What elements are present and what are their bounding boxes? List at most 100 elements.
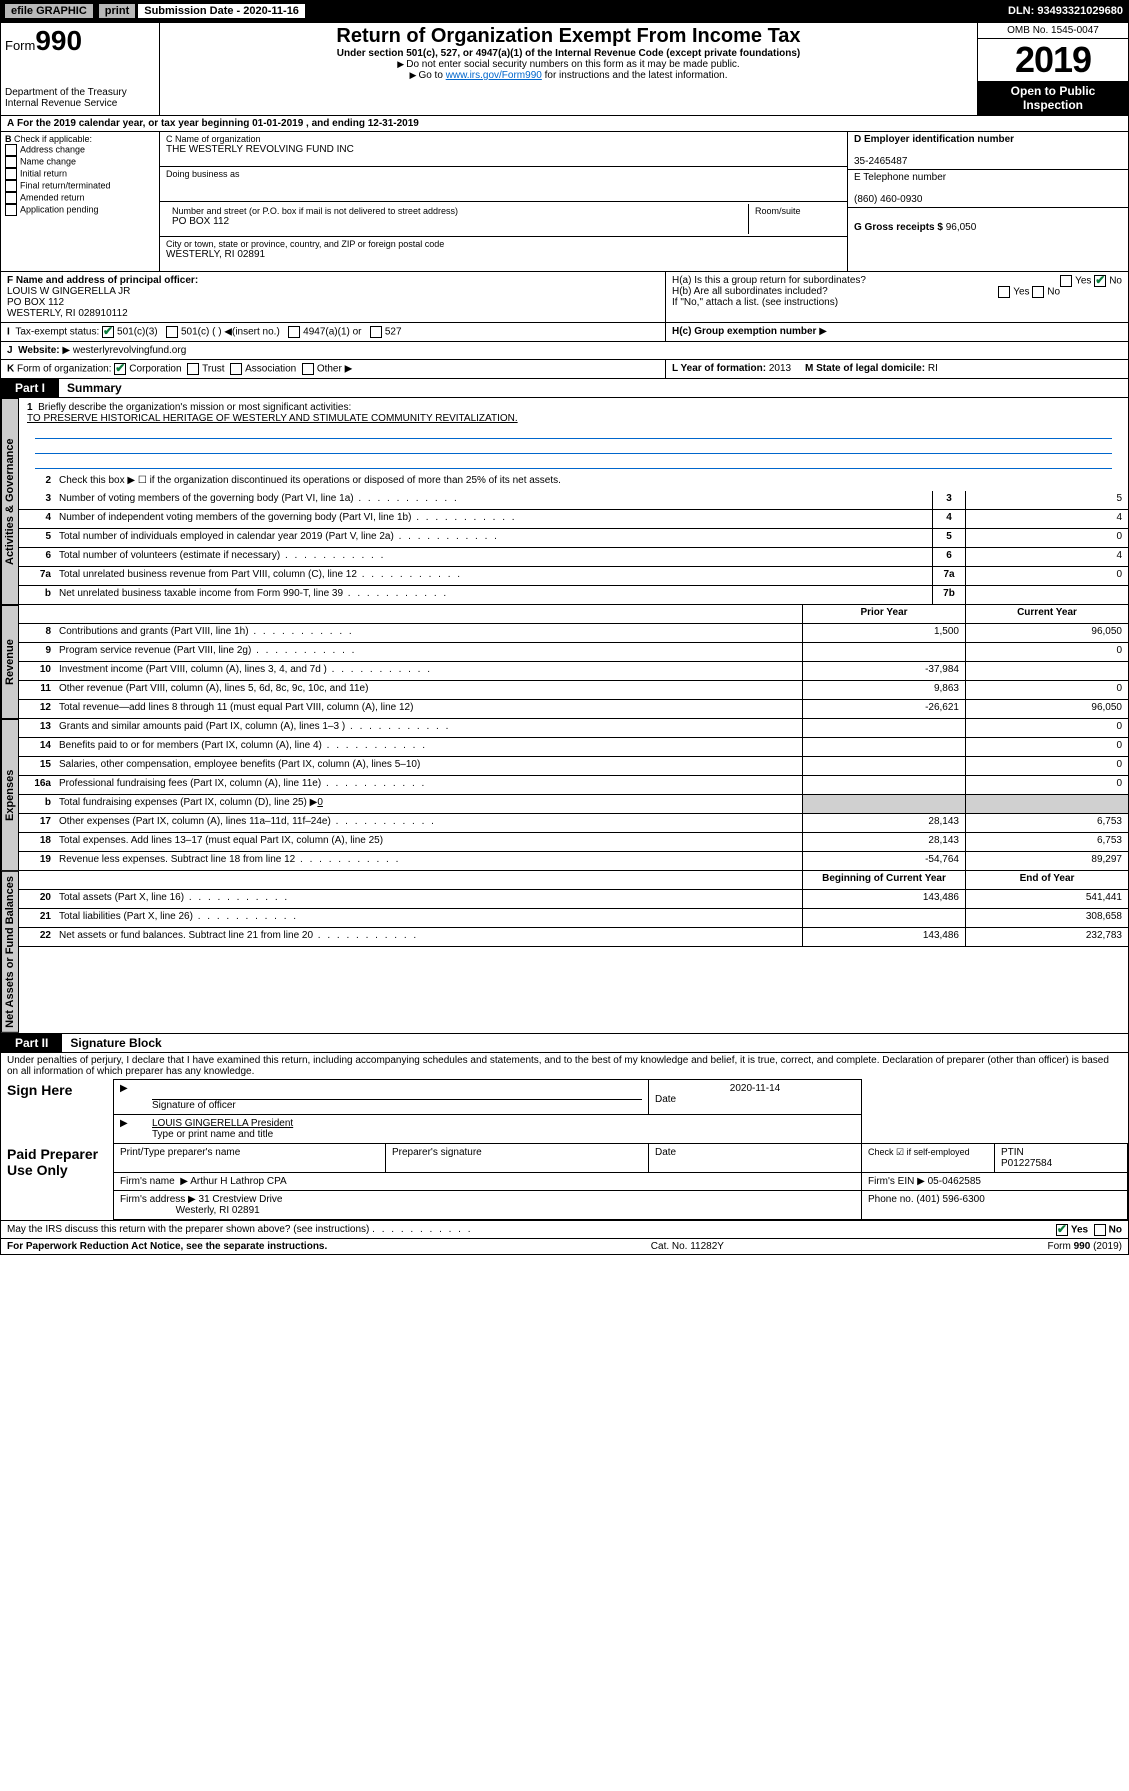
firm-addr1: 31 Crestview Drive (199, 1194, 283, 1205)
checkbox-checked[interactable] (1094, 275, 1106, 287)
officer-label: F Name and address of principal officer: (7, 275, 198, 286)
checkbox[interactable] (5, 144, 17, 156)
hb-label: H(b) Are all subordinates included? (672, 286, 828, 297)
top-bar: efile GRAPHIC print Submission Date - 20… (0, 0, 1129, 22)
line-14-prior (802, 738, 965, 756)
print-btn[interactable]: print (98, 3, 136, 19)
line-10-prior: -37,984 (802, 662, 965, 680)
ein: 35-2465487 (854, 156, 907, 167)
line-6: Total number of volunteers (estimate if … (55, 548, 932, 566)
row-a: A For the 2019 calendar year, or tax yea… (1, 116, 1128, 132)
footer-left: For Paperwork Reduction Act Notice, see … (7, 1241, 327, 1252)
signature-table: Sign Here ▶ Signature of officer 2020-11… (1, 1079, 1128, 1220)
line-5-val: 0 (965, 529, 1128, 547)
ein-label: D Employer identification number (854, 134, 1014, 145)
irs-link[interactable]: www.irs.gov/Form990 (446, 70, 542, 81)
line-3: Number of voting members of the governin… (55, 491, 932, 509)
part-ii-label: Part II (1, 1034, 62, 1052)
checkbox[interactable] (1032, 286, 1044, 298)
officer-addr2: WESTERLY, RI 028910112 (7, 308, 128, 319)
checkbox[interactable] (370, 326, 382, 338)
street-address: PO BOX 112 (172, 216, 742, 227)
line-17: Other expenses (Part IX, column (A), lin… (55, 814, 802, 832)
line-15: Salaries, other compensation, employee b… (55, 757, 802, 775)
line-11-curr: 0 (965, 681, 1128, 699)
checkbox[interactable] (166, 326, 178, 338)
open-public-2: Inspection (978, 98, 1128, 112)
paid-preparer-label: Paid Preparer Use Only (1, 1143, 114, 1219)
state-domicile-label: M State of legal domicile: (805, 363, 925, 374)
firm-ein: 05-0462585 (928, 1176, 981, 1187)
vtab-governance: Activities & Governance (1, 398, 19, 605)
part-i-label: Part I (1, 379, 59, 397)
sign-here-label: Sign Here (1, 1079, 114, 1143)
hb-note: If "No," attach a list. (see instruction… (672, 297, 838, 308)
checkbox[interactable] (998, 286, 1010, 298)
line-9-curr: 0 (965, 643, 1128, 661)
line-15-curr: 0 (965, 757, 1128, 775)
part-i-header: Part I Summary (1, 378, 1128, 398)
line-16b: Total fundraising expenses (Part IX, col… (59, 797, 317, 808)
line-20: Total assets (Part X, line 16) (55, 890, 802, 908)
line-5: Total number of individuals employed in … (55, 529, 932, 547)
part-ii-header: Part II Signature Block (1, 1033, 1128, 1053)
tax-year: 2019 (978, 39, 1128, 81)
col-beginning: Beginning of Current Year (802, 871, 965, 889)
website: westerlyrevolvingfund.org (73, 345, 186, 356)
line-3-val: 5 (965, 491, 1128, 509)
line-19-curr: 89,297 (965, 852, 1128, 870)
checkbox[interactable] (187, 363, 199, 375)
checkbox[interactable] (5, 180, 17, 192)
year-formation-label: L Year of formation: (672, 363, 766, 374)
omb-number: OMB No. 1545-0047 (978, 23, 1128, 39)
line-10: Investment income (Part VIII, column (A)… (55, 662, 802, 680)
self-employed-check: Check ☑ if self-employed (868, 1147, 970, 1157)
box-b: B Check if applicable: Address change Na… (1, 132, 160, 271)
gross-receipts: 96,050 (946, 222, 977, 233)
checkbox-checked[interactable] (102, 326, 114, 338)
line-20-end: 541,441 (965, 890, 1128, 908)
checkbox[interactable] (5, 204, 17, 216)
form-id-box: Form990 Department of the Treasury Inter… (1, 23, 160, 115)
phone: (860) 460-0930 (854, 194, 922, 205)
shaded-cell (965, 795, 1128, 813)
checkbox[interactable] (302, 363, 314, 375)
col-prior: Prior Year (802, 605, 965, 623)
checkbox-checked[interactable] (114, 363, 126, 375)
line-7b: Net unrelated business taxable income fr… (55, 586, 932, 604)
sig-date: 2020-11-14 (655, 1083, 855, 1094)
footer-mid: Cat. No. 11282Y (651, 1241, 724, 1252)
checkbox[interactable] (1094, 1224, 1106, 1236)
phone-label: E Telephone number (854, 172, 946, 183)
line-19-prior: -54,764 (802, 852, 965, 870)
gross-label: G Gross receipts $ (854, 222, 943, 233)
vtab-revenue: Revenue (1, 605, 19, 719)
checkbox[interactable] (1060, 275, 1072, 287)
line-12-curr: 96,050 (965, 700, 1128, 718)
line-18-prior: 28,143 (802, 833, 965, 851)
line-6-val: 4 (965, 548, 1128, 566)
form-subtitle: Under section 501(c), 527, or 4947(a)(1)… (166, 48, 971, 59)
col-end: End of Year (965, 871, 1128, 889)
city-label: City or town, state or province, country… (166, 239, 841, 249)
line-22: Net assets or fund balances. Subtract li… (55, 928, 802, 946)
checkbox[interactable] (230, 363, 242, 375)
state-domicile: RI (928, 363, 938, 374)
note-goto: Go to (418, 70, 445, 81)
website-label: Website: (18, 345, 60, 356)
firm-phone-label: Phone no. (868, 1194, 914, 1205)
addr-label: Number and street (or P.O. box if mail i… (172, 206, 742, 216)
checkbox[interactable] (288, 326, 300, 338)
line-17-curr: 6,753 (965, 814, 1128, 832)
firm-phone: (401) 596-6300 (916, 1194, 984, 1205)
efile-btn[interactable]: efile GRAPHIC (4, 3, 94, 19)
title-box: Return of Organization Exempt From Incom… (160, 23, 978, 115)
checkbox[interactable] (5, 156, 17, 168)
checkbox-checked[interactable] (1056, 1224, 1068, 1236)
checkbox[interactable] (5, 192, 17, 204)
checkbox[interactable] (5, 168, 17, 180)
line-14-curr: 0 (965, 738, 1128, 756)
line-2: Check this box ▶ ☐ if the organization d… (55, 473, 1128, 491)
room-label: Room/suite (749, 204, 841, 234)
part-i-title: Summary (59, 381, 122, 395)
